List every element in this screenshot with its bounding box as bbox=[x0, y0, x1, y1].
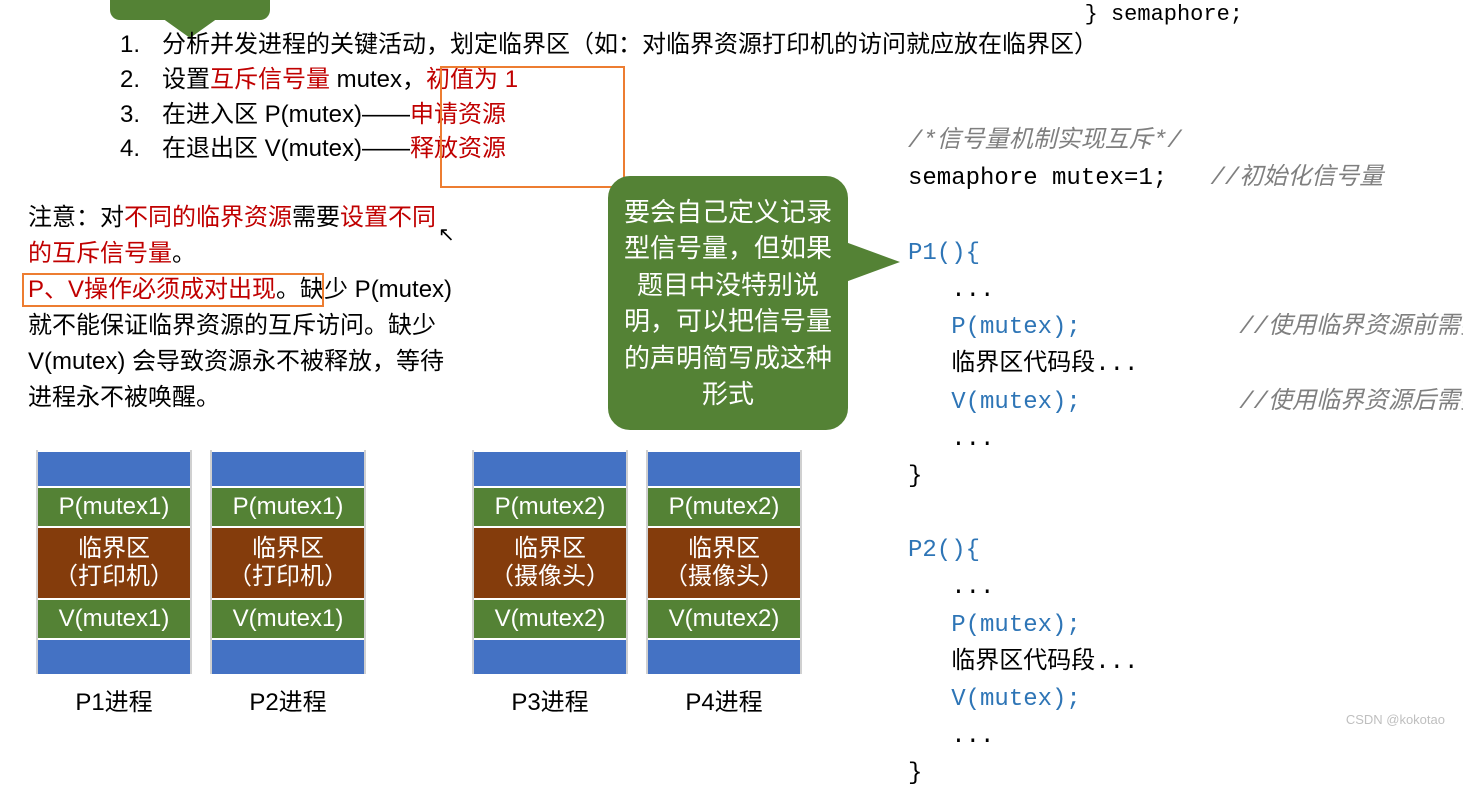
code-close1: } bbox=[908, 463, 922, 490]
group-spacer bbox=[384, 450, 454, 717]
seg-blank bbox=[212, 450, 364, 486]
code-block: /*信号量机制实现互斥*/ semaphore mutex=1; //初始化信号… bbox=[908, 86, 1463, 793]
list-num-2: 2. bbox=[120, 63, 162, 98]
seg-p: P(mutex2) bbox=[474, 486, 626, 526]
seg-p: P(mutex2) bbox=[648, 486, 800, 526]
seg-crit: 临界区（打印机） bbox=[212, 526, 364, 598]
seg-blank bbox=[474, 638, 626, 674]
process-diagram: P(mutex1) 临界区（打印机） V(mutex1) P1进程 P(mute… bbox=[36, 450, 802, 717]
process-col-p4: P(mutex2) 临界区（摄像头） V(mutex2) P4进程 bbox=[646, 450, 802, 717]
seg-v: V(mutex1) bbox=[38, 598, 190, 638]
proc-label: P4进程 bbox=[685, 682, 762, 717]
seg-blank bbox=[212, 638, 364, 674]
code-dots: ... bbox=[908, 277, 994, 304]
seg-p: P(mutex1) bbox=[38, 486, 190, 526]
code-p2-head: P2(){ bbox=[908, 537, 980, 564]
seg-blank bbox=[648, 450, 800, 486]
code-comment-title: /*信号量机制实现互斥*/ bbox=[908, 128, 1182, 155]
seg-crit: 临界区（打印机） bbox=[38, 526, 190, 598]
seg-blank bbox=[648, 638, 800, 674]
seg-v: V(mutex2) bbox=[648, 598, 800, 638]
watermark: CSDN @kokotao bbox=[1346, 712, 1445, 727]
code-vmutex-row: V(mutex); //使用临界资源后需要解锁 bbox=[908, 389, 1463, 416]
top-arrow-shape bbox=[110, 0, 270, 20]
code-close2: } bbox=[908, 760, 922, 787]
seg-crit: 临界区（摄像头） bbox=[474, 526, 626, 598]
proc-label: P2进程 bbox=[249, 682, 326, 717]
seg-blank bbox=[38, 638, 190, 674]
note-bubble: 要会自己定义记录型信号量，但如果题目中没特别说明，可以把信号量的声明简写成这种形… bbox=[608, 176, 848, 430]
seg-p: P(mutex1) bbox=[212, 486, 364, 526]
code-p1-head: P1(){ bbox=[908, 240, 980, 267]
proc-label: P3进程 bbox=[511, 682, 588, 717]
code-pmutex-row: P(mutex); //使用临界资源前需要加锁 bbox=[908, 314, 1463, 341]
struct-close: } semaphore; bbox=[1085, 2, 1243, 27]
process-col-p2: P(mutex1) 临界区（打印机） V(mutex1) P2进程 bbox=[210, 450, 366, 717]
highlight-box-1 bbox=[440, 66, 625, 188]
code-crit: 临界区代码段... bbox=[908, 351, 1138, 378]
proc-label: P1进程 bbox=[75, 682, 152, 717]
highlight-box-2 bbox=[22, 273, 324, 307]
list-num-3: 3. bbox=[120, 98, 162, 133]
seg-v: V(mutex1) bbox=[212, 598, 364, 638]
code-pmutex2: P(mutex); bbox=[908, 612, 1081, 639]
code-sem-decl: semaphore mutex=1; //初始化信号量 bbox=[908, 165, 1383, 192]
code-vmutex2: V(mutex); bbox=[908, 686, 1081, 713]
process-col-p1: P(mutex1) 临界区（打印机） V(mutex1) P1进程 bbox=[36, 450, 192, 717]
bubble-tail bbox=[840, 240, 900, 284]
list-text-1: 分析并发进程的关键活动，划定临界区（如：对临界资源打印机的访问就应放在临界区） bbox=[162, 28, 1098, 63]
seg-blank bbox=[474, 450, 626, 486]
note-paragraph: 注意：对不同的临界资源需要设置不同的互斥信号量。 P、V操作必须成对出现。缺少 … bbox=[28, 200, 458, 416]
code-dots2: ... bbox=[908, 426, 994, 453]
seg-blank bbox=[38, 450, 190, 486]
list-num-4: 4. bbox=[120, 132, 162, 167]
code-crit2: 临界区代码段... bbox=[908, 649, 1138, 676]
process-col-p3: P(mutex2) 临界区（摄像头） V(mutex2) P3进程 bbox=[472, 450, 628, 717]
seg-crit: 临界区（摄像头） bbox=[648, 526, 800, 598]
list-num-1: 1. bbox=[120, 28, 162, 63]
code-dots3: ... bbox=[908, 574, 994, 601]
seg-v: V(mutex2) bbox=[474, 598, 626, 638]
